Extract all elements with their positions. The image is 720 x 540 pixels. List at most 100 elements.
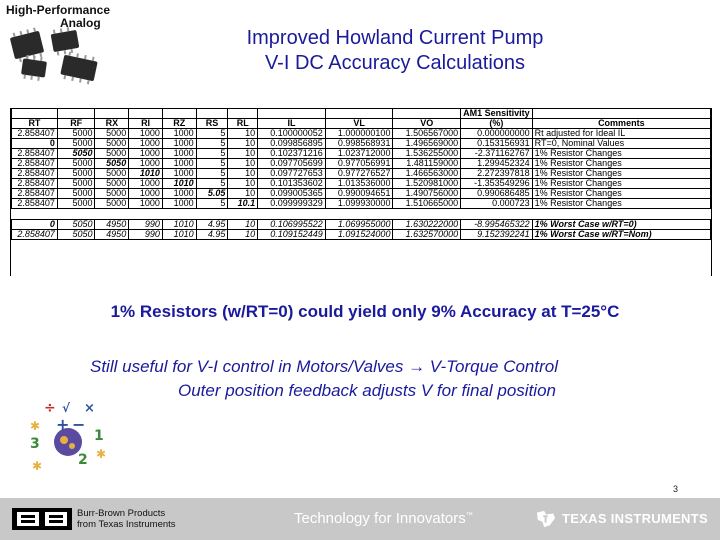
table-cell: 1.506567000 bbox=[392, 128, 462, 139]
table-cell: 5 bbox=[195, 138, 229, 149]
svg-text:2: 2 bbox=[78, 452, 88, 468]
high-performance-analog-logo: High-Performance Analog bbox=[6, 3, 116, 85]
head-icon bbox=[54, 428, 82, 456]
table-cell: 5 bbox=[195, 168, 229, 179]
table-cell: 0.000000000 bbox=[460, 128, 533, 139]
svg-text:×: × bbox=[84, 401, 95, 416]
table-cell: 0.109152449 bbox=[257, 229, 326, 240]
table-cell: 1000 bbox=[128, 128, 163, 139]
table-cell: 1.013536000 bbox=[324, 178, 394, 189]
table-cell: 10 bbox=[227, 229, 259, 240]
table-cell: 1000 bbox=[161, 168, 197, 179]
table-cell: 0.000723 bbox=[460, 198, 533, 209]
table-cell: 5 bbox=[195, 148, 229, 159]
table-cell: 2.858407 bbox=[11, 158, 58, 169]
worst-case-row: 2.858407 5050 4950 990 1010 4.95 10 0.109152449… bbox=[11, 229, 712, 240]
table-cell: 0.106995522 bbox=[257, 219, 326, 230]
table-cell: 1.630222000 bbox=[392, 219, 462, 230]
footer-bar: Burr-Brown Products from Texas Instrumen… bbox=[0, 498, 720, 540]
table-cell: 1% Resistor Changes bbox=[531, 168, 712, 179]
table-cell: 5000 bbox=[94, 198, 130, 209]
table-cell: -1.353549296 bbox=[460, 178, 533, 189]
table-cell: 1000 bbox=[128, 178, 163, 189]
worst-case-row: 0 5050 4950 990 1010 4.95 10 0.106995522 1.06995… bbox=[11, 219, 712, 230]
table-cell: 0.990094651 bbox=[324, 188, 394, 199]
tagline: Technology for Innovators™ bbox=[294, 510, 473, 527]
table-cell: 0.099856895 bbox=[257, 138, 326, 149]
table-cell: 0.977276527 bbox=[324, 168, 394, 179]
sensitivity-header: AM1 Sensitivity bbox=[460, 108, 533, 119]
table-cell: -8.995465322 bbox=[460, 219, 533, 230]
logo-line1: High-Performance bbox=[6, 3, 111, 17]
table-header-row: RT RF RX RI RZ RS RL IL VL VO (%) Comments bbox=[11, 118, 712, 129]
table-cell: 2.858407 bbox=[11, 148, 58, 159]
table-cell: 5050 bbox=[56, 229, 96, 240]
table-row: 2.858407 5050 5000 1000 1000 5 10 0.102371216 1.… bbox=[11, 148, 712, 159]
table-cell: 0.977056991 bbox=[324, 158, 394, 169]
table-cell: 0.100000052 bbox=[257, 128, 326, 139]
bb-line1: Burr-Brown Products bbox=[77, 508, 166, 519]
svg-text:÷: ÷ bbox=[44, 400, 56, 416]
table-cell: 1000 bbox=[161, 198, 197, 209]
page-number: 3 bbox=[672, 484, 678, 494]
column-header: RS bbox=[195, 118, 229, 129]
table-cell: 1.496569000 bbox=[392, 138, 462, 149]
note-line1: Still useful for V-I control in Motors/V… bbox=[90, 357, 558, 376]
table-row: 0 5000 5000 1000 1000 5 10 0.099856895 0.9985689… bbox=[11, 138, 712, 149]
table-cell: 2.858407 bbox=[11, 168, 58, 179]
table-cell: 5000 bbox=[56, 158, 96, 169]
svg-text:✱: ✱ bbox=[96, 447, 106, 461]
table-cell: 1000 bbox=[161, 138, 197, 149]
table-cell: 9.152392241 bbox=[460, 229, 533, 240]
table-cell: 1% Resistor Changes bbox=[531, 188, 712, 199]
table-cell: 1.510665000 bbox=[392, 198, 462, 209]
table-cell: 5000 bbox=[56, 138, 96, 149]
table-cell: 10 bbox=[227, 168, 259, 179]
trademark-mark: ™ bbox=[465, 512, 473, 519]
table-header-top: AM1 Sensitivity bbox=[11, 108, 712, 119]
table-cell: -2.371162767 bbox=[460, 148, 533, 159]
bb-line2: from Texas Instruments bbox=[77, 519, 176, 530]
table-cell: 1000 bbox=[128, 138, 163, 149]
table-cell: 1.536255000 bbox=[392, 148, 462, 159]
table-cell: 1.000000100 bbox=[324, 128, 394, 139]
logo-line2: Analog bbox=[60, 16, 101, 30]
table-cell: 0.998568931 bbox=[324, 138, 394, 149]
table-cell: 1% Resistor Changes bbox=[531, 198, 712, 209]
table-cell: 10.1 bbox=[227, 198, 259, 209]
table-cell: 10 bbox=[227, 178, 259, 189]
chip-icon bbox=[60, 51, 98, 85]
table-cell: 2.858407 bbox=[11, 128, 58, 139]
note-line2: Outer position feedback adjusts V for fi… bbox=[178, 381, 556, 400]
table-row: 2.858407 5000 5000 1000 1010 5 10 0.101353602 1.… bbox=[11, 178, 712, 189]
table-cell: 5 bbox=[195, 178, 229, 189]
table-cell: 0 bbox=[11, 138, 58, 149]
table-cell: 5 bbox=[195, 128, 229, 139]
accuracy-statement: 1% Resistors (w/RT=0) could yield only 9… bbox=[110, 302, 620, 321]
column-header: Comments bbox=[531, 118, 712, 129]
burr-brown-text: Burr-Brown Products from Texas Instrumen… bbox=[77, 508, 176, 530]
table-cell: 10 bbox=[227, 219, 259, 230]
table-cell: 4.95 bbox=[195, 219, 229, 230]
math-symbols-illustration: ÷ √ × + − 3 1 2 ✱ ✱ ✱ bbox=[30, 400, 106, 473]
tagline-text: Technology for Innovators bbox=[294, 510, 466, 527]
table-cell: 1.466563000 bbox=[392, 168, 462, 179]
svg-text:✱: ✱ bbox=[30, 419, 40, 433]
table-cell: 2.858407 bbox=[11, 229, 58, 240]
svg-text:−: − bbox=[72, 415, 85, 434]
table-cell: 5050 bbox=[56, 219, 96, 230]
table-cell: 2.858407 bbox=[11, 198, 58, 209]
table-cell: 4950 bbox=[94, 229, 130, 240]
table-cell: 5000 bbox=[94, 178, 130, 189]
table-cell: 1000 bbox=[161, 158, 197, 169]
accuracy-table-container: AM1 Sensitivity RT RF RX RI RZ RS RL IL VL VO (%) C… bbox=[10, 108, 712, 276]
accuracy-table: AM1 Sensitivity RT RF RX RI RZ RS RL IL VL VO (%) C… bbox=[11, 108, 712, 240]
table-cell: 1010 bbox=[161, 229, 197, 240]
table-cell: 10 bbox=[227, 158, 259, 169]
table-cell: 1.490756000 bbox=[392, 188, 462, 199]
table-cell: 1% Resistor Changes bbox=[531, 148, 712, 159]
table-cell: 5000 bbox=[56, 188, 96, 199]
table-cell: 1000 bbox=[161, 188, 197, 199]
table-cell: 5000 bbox=[94, 138, 130, 149]
table-cell: 1010 bbox=[128, 168, 163, 179]
